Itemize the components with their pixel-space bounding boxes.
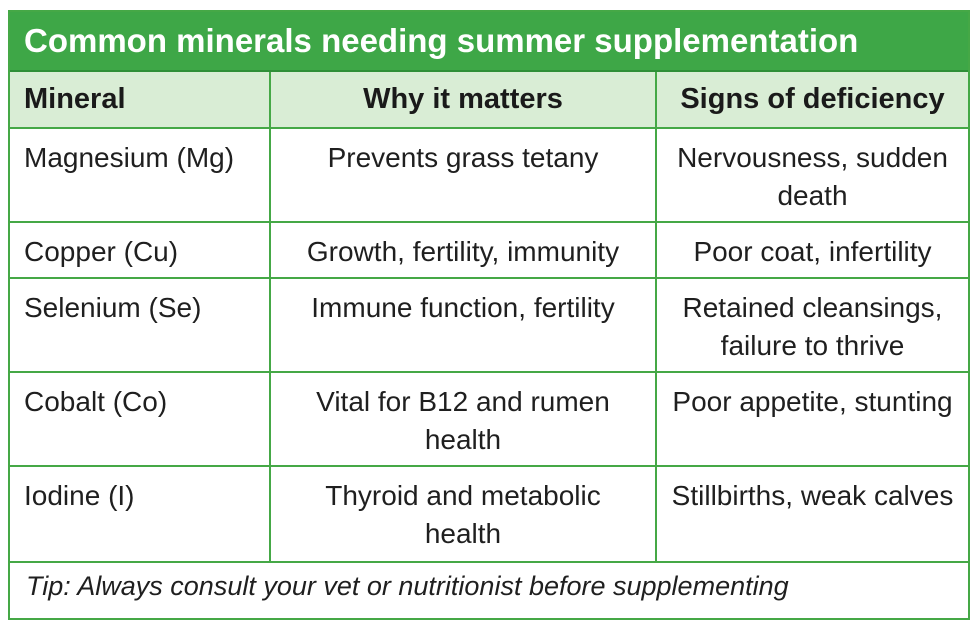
signs-cell: Poor coat, infertility — [655, 221, 968, 279]
mineral-cell: Selenium (Se) — [10, 277, 271, 373]
column-header-mineral: Mineral — [10, 72, 271, 129]
mineral-cell: Cobalt (Co) — [10, 371, 271, 467]
why-cell: Thyroid and metabolic health — [269, 465, 657, 563]
mineral-cell: Iodine (I) — [10, 465, 271, 563]
mineral-cell: Magnesium (Mg) — [10, 127, 271, 223]
signs-cell: Stillbirths, weak calves — [655, 465, 968, 563]
table-row: Iodine (I) Thyroid and metabolic health … — [10, 465, 968, 563]
why-cell: Prevents grass tetany — [269, 127, 657, 223]
why-cell: Immune function, fertility — [269, 277, 657, 373]
signs-cell: Poor appetite, stunting — [655, 371, 968, 467]
why-cell: Vital for B12 and rumen health — [269, 371, 657, 467]
minerals-table: Mineral Why it matters Signs of deficien… — [10, 72, 968, 563]
mineral-table-panel: Common minerals needing summer supplemen… — [8, 10, 970, 620]
table-row: Selenium (Se) Immune function, fertility… — [10, 277, 968, 373]
column-header-signs-of-deficiency: Signs of deficiency — [655, 72, 968, 129]
column-header-why-it-matters: Why it matters — [269, 72, 657, 129]
tip-note: Tip: Always consult your vet or nutritio… — [26, 571, 789, 601]
why-cell: Growth, fertility, immunity — [269, 221, 657, 279]
header-row: Mineral Why it matters Signs of deficien… — [10, 72, 968, 129]
mineral-cell: Copper (Cu) — [10, 221, 271, 279]
table-title: Common minerals needing summer supplemen… — [10, 12, 968, 72]
table-row: Copper (Cu) Growth, fertility, immunity … — [10, 221, 968, 279]
signs-cell: Nervousness, sudden death — [655, 127, 968, 223]
table-row: Cobalt (Co) Vital for B12 and rumen heal… — [10, 371, 968, 467]
table-row: Magnesium (Mg) Prevents grass tetany Ner… — [10, 127, 968, 223]
signs-cell: Retained cleansings, failure to thrive — [655, 277, 968, 373]
